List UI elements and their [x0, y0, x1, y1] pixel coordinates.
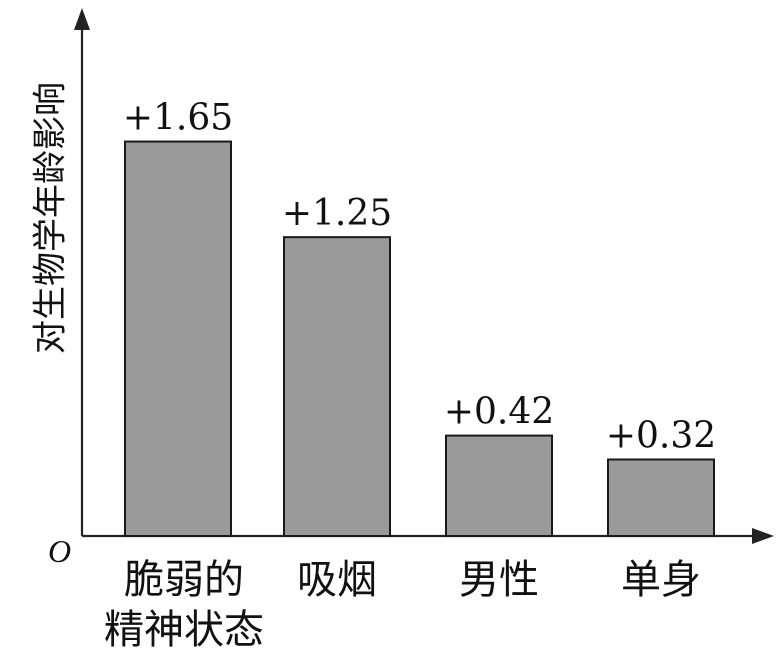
bars-group: [124, 140, 715, 538]
category-label-1: 吸烟: [297, 557, 377, 603]
category-label-3: 单身: [621, 557, 701, 603]
category-label-2: 男性: [459, 557, 539, 603]
value-label-0: +1.65: [123, 98, 233, 139]
y-axis-title: 对生物学年龄影响: [31, 82, 71, 354]
value-label-2: +0.42: [444, 392, 554, 433]
y-axis-arrow: [74, 8, 90, 30]
value-label-1: +1.25: [282, 193, 392, 234]
category-label-0-line-0: 脆弱的: [124, 557, 244, 603]
category-label-0-line-1: 精神状态: [104, 607, 264, 653]
bar-2: [445, 434, 553, 537]
bar-1: [283, 236, 391, 538]
bar-0: [124, 140, 232, 537]
value-labels-group: +1.65 +1.25 +0.42 +0.32: [123, 98, 716, 457]
bar-3: [607, 458, 715, 538]
value-label-3: +0.32: [606, 415, 716, 456]
origin-label: O: [48, 533, 71, 569]
x-axis-arrow: [752, 528, 774, 544]
